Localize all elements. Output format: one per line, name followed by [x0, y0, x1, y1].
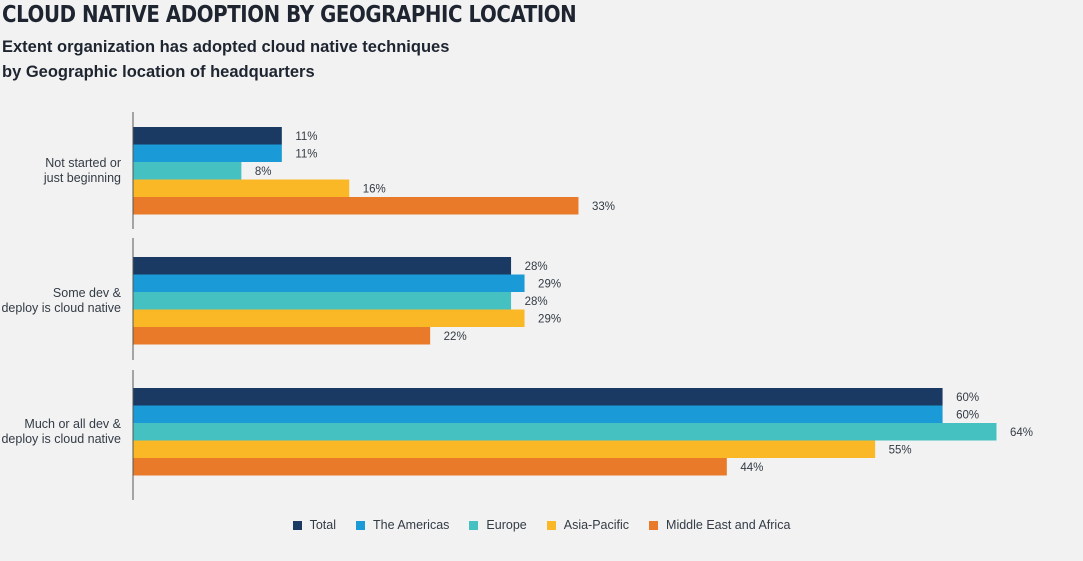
bar — [133, 309, 525, 327]
legend-label: Europe — [486, 518, 527, 532]
legend-swatch — [292, 520, 302, 530]
data-label: 28% — [525, 296, 548, 308]
bar — [133, 274, 525, 292]
data-label: 29% — [538, 313, 561, 325]
data-label: 22% — [444, 331, 467, 343]
category-label: Not started or — [45, 156, 121, 170]
subtitle-line-1: Extent organization has adopted cloud na… — [2, 38, 450, 56]
bar — [133, 440, 876, 458]
legend-item: Total — [292, 518, 336, 532]
chart-legend: Total The Americas Europe Asia-Pacific Middl… — [0, 518, 1083, 532]
chart-title: CLOUD NATIVE ADOPTION BY GEOGRAPHIC LOCA… — [2, 2, 577, 28]
bar — [133, 388, 943, 406]
bar — [133, 162, 242, 180]
data-label: 8% — [255, 166, 272, 178]
bar — [133, 127, 282, 145]
data-label: 28% — [525, 261, 548, 273]
legend-swatch — [546, 520, 556, 530]
legend-item: The Americas — [356, 518, 449, 532]
legend-item: Europe — [469, 518, 527, 532]
bar — [133, 423, 997, 441]
bar — [133, 197, 579, 215]
data-label: 60% — [956, 392, 979, 404]
legend-swatch — [356, 520, 365, 530]
legend-swatch — [649, 520, 659, 530]
category-label: Some dev & — [53, 286, 122, 300]
bar — [133, 327, 431, 345]
category-label: deploy is cloud native — [1, 301, 121, 315]
bar — [133, 458, 727, 476]
legend-item: Middle East and Africa — [649, 518, 790, 532]
bar — [133, 179, 350, 197]
legend-label: Middle East and Africa — [666, 518, 791, 532]
category-label: Much or all dev & — [24, 417, 121, 431]
data-label: 55% — [889, 444, 912, 456]
bar — [133, 405, 943, 423]
bar — [133, 257, 512, 275]
legend-label: Asia-Pacific — [563, 518, 630, 532]
bar — [133, 292, 512, 310]
data-label: 29% — [538, 278, 561, 290]
data-label: 16% — [363, 183, 386, 195]
bar — [133, 144, 282, 162]
category-label: deploy is cloud native — [1, 432, 121, 446]
data-label: 44% — [740, 462, 763, 474]
category-label: just beginning — [43, 171, 121, 185]
legend-label: The Americas — [373, 518, 450, 532]
data-label: 64% — [1010, 427, 1033, 439]
chart-subtitle: Extent organization has adopted cloud na… — [2, 35, 449, 85]
subtitle-line-2: by Geographic location of headquarters — [2, 63, 315, 81]
legend-item: Asia-Pacific — [546, 518, 630, 532]
data-label: 33% — [592, 201, 615, 213]
legend-label: Total — [309, 518, 336, 532]
data-label: 60% — [956, 409, 979, 421]
legend-swatch — [469, 520, 479, 530]
data-label: 11% — [295, 131, 317, 143]
data-label: 11% — [295, 148, 317, 160]
